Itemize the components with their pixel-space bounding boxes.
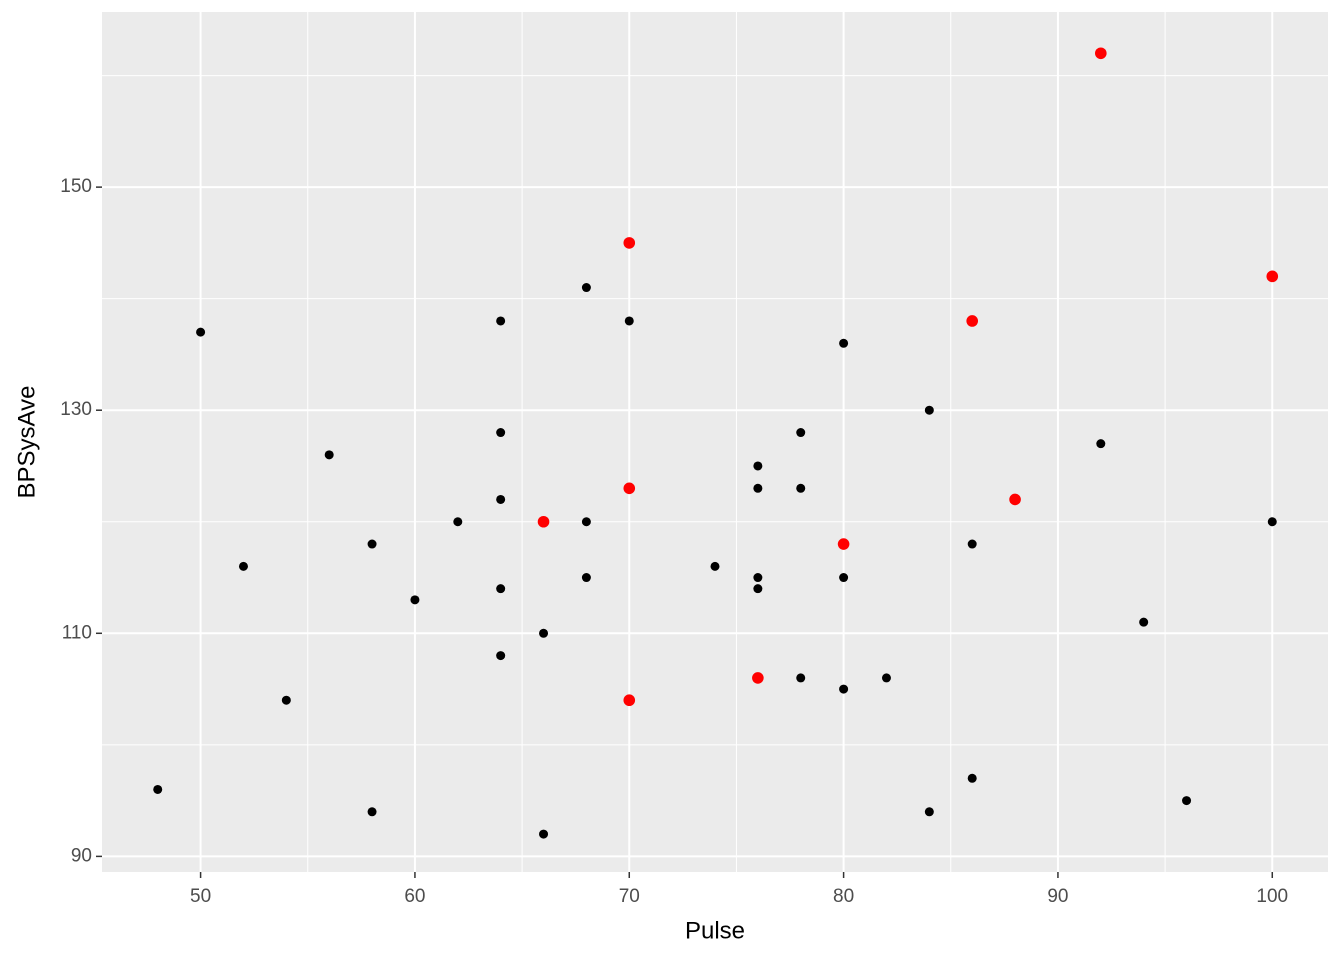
point [710,561,720,571]
point [924,405,934,415]
point [496,316,506,326]
point [581,283,591,293]
point [623,237,636,249]
point [796,673,806,683]
x-axis-title: Pulse [685,917,745,944]
point [1009,493,1021,506]
point [623,694,636,707]
x-tick-label: 80 [833,886,854,907]
point [753,483,763,493]
point [324,450,334,460]
x-tick-label: 50 [190,886,211,907]
point [238,561,248,571]
point [753,573,763,583]
point [496,494,506,504]
point [796,483,806,493]
point [753,584,763,594]
point [581,517,591,527]
point [967,539,977,549]
x-tick-label: 60 [404,886,425,907]
y-tick-label: 130 [60,399,92,420]
point [496,584,506,594]
point [410,595,420,605]
point [837,538,850,550]
point [539,628,549,638]
point [1095,47,1107,60]
y-tick-label: 90 [71,845,92,866]
point [839,338,849,348]
point [624,316,634,326]
point [196,327,206,337]
point [496,428,506,438]
point [623,482,636,495]
point [537,515,550,528]
x-tick-label: 90 [1047,886,1068,907]
point [796,428,806,438]
point [1096,439,1106,449]
point [839,573,849,583]
point [539,829,549,839]
point [367,807,377,817]
y-tick-label: 150 [60,176,92,197]
point [1139,617,1149,627]
point [367,539,377,549]
point [839,684,849,694]
y-axis-title: BPSysAve [13,386,40,499]
point [153,784,163,794]
point [281,695,291,705]
point [1266,270,1279,283]
point [453,517,463,527]
point [967,773,977,783]
point [881,673,891,683]
point [753,461,763,471]
point [496,651,506,661]
point [1267,517,1277,527]
panel [102,12,1328,872]
y-tick-label: 110 [62,622,92,643]
point [1182,796,1192,806]
x-tick-label: 70 [619,886,640,907]
point [752,672,764,684]
point [924,807,934,817]
point [966,315,979,327]
point [581,573,591,583]
x-tick-label: 100 [1256,886,1288,907]
